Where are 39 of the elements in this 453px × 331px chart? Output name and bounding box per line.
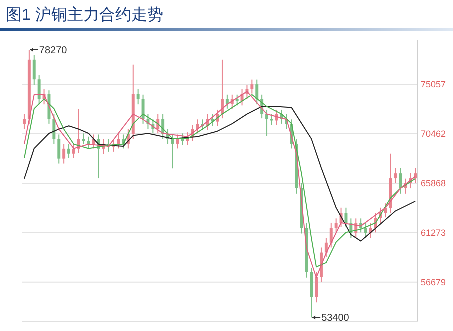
chart-title: 图1 沪铜主力合约走势 (6, 6, 164, 24)
candlestick (58, 134, 61, 164)
candlestick (22, 114, 26, 130)
candlestick (270, 114, 274, 126)
y-tick-label: 70462 (421, 129, 446, 140)
candlestick (315, 272, 318, 304)
candlestick (330, 222, 333, 248)
y-tick-label: 75057 (421, 80, 446, 90)
candlestick (82, 133, 86, 145)
candlestick (384, 203, 388, 218)
candlestick (250, 79, 254, 94)
candlestick (32, 54, 36, 86)
candlestick (226, 94, 229, 110)
candlestick (136, 89, 140, 106)
candlestick (117, 133, 120, 150)
y-tick-label: 65868 (421, 178, 446, 188)
candlestick (52, 114, 56, 145)
candlestick (176, 134, 180, 150)
candlestick (344, 207, 348, 228)
annotation: 78270 (39, 46, 68, 57)
candlestick (68, 144, 71, 159)
candlestick (62, 144, 66, 164)
candlestick (38, 75, 41, 106)
candlestick (324, 238, 328, 258)
candlestick (256, 79, 259, 106)
candlestick (236, 94, 239, 106)
candlestick (211, 114, 214, 127)
candlestick (334, 218, 338, 234)
candlestick (364, 222, 368, 239)
annotation: 53400 (322, 313, 350, 324)
candlestick (142, 94, 145, 124)
candlestick (196, 119, 200, 134)
candlestick (399, 168, 402, 194)
candlestick (87, 136, 90, 150)
candlestick (171, 134, 174, 170)
candlestick (72, 144, 76, 159)
y-tick-label: 56679 (421, 277, 446, 288)
y-tick-label: 61273 (421, 228, 446, 238)
candlestick (394, 168, 398, 184)
